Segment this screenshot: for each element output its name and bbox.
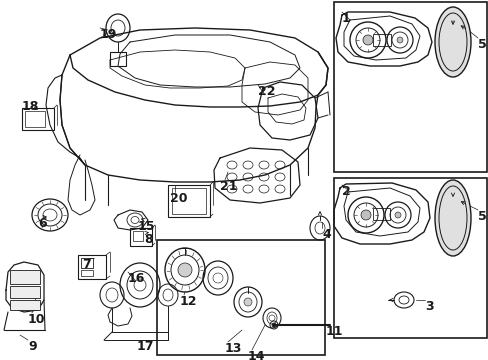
Ellipse shape xyxy=(394,212,400,218)
Bar xyxy=(10,286,40,298)
Bar xyxy=(168,185,209,217)
Bar xyxy=(25,111,45,127)
Bar xyxy=(22,108,54,130)
Bar xyxy=(133,231,142,241)
Ellipse shape xyxy=(178,263,192,277)
Bar xyxy=(372,34,390,46)
Bar xyxy=(130,228,152,246)
Text: 5: 5 xyxy=(477,210,486,223)
Text: 8: 8 xyxy=(143,233,152,246)
Text: 18: 18 xyxy=(22,100,40,113)
Text: 16: 16 xyxy=(128,272,145,285)
Bar xyxy=(10,300,40,310)
Text: 5: 5 xyxy=(477,38,486,51)
Text: 1: 1 xyxy=(341,12,350,25)
Text: 11: 11 xyxy=(325,325,343,338)
Text: 20: 20 xyxy=(170,192,187,205)
Ellipse shape xyxy=(396,37,402,43)
Ellipse shape xyxy=(434,180,470,256)
Bar xyxy=(81,258,93,268)
Text: 14: 14 xyxy=(247,350,265,360)
Text: 7: 7 xyxy=(82,258,91,271)
Bar xyxy=(172,188,205,214)
Text: 9: 9 xyxy=(28,340,37,353)
Bar xyxy=(10,270,40,284)
Bar xyxy=(333,2,486,172)
Bar xyxy=(81,270,93,276)
Bar xyxy=(372,208,389,220)
Ellipse shape xyxy=(434,7,470,77)
Text: 21: 21 xyxy=(220,180,237,193)
Text: 22: 22 xyxy=(258,85,275,98)
Ellipse shape xyxy=(360,210,370,220)
Bar xyxy=(157,240,325,355)
Text: 15: 15 xyxy=(138,220,155,233)
Text: 4: 4 xyxy=(321,228,330,241)
Bar xyxy=(78,255,106,279)
Bar xyxy=(333,178,486,338)
Text: 6: 6 xyxy=(38,217,46,230)
Text: 2: 2 xyxy=(341,185,350,198)
Ellipse shape xyxy=(362,35,372,45)
Bar xyxy=(110,52,126,66)
Text: 12: 12 xyxy=(180,295,197,308)
Text: 13: 13 xyxy=(224,342,242,355)
Ellipse shape xyxy=(271,323,275,327)
Text: 10: 10 xyxy=(28,313,45,326)
Ellipse shape xyxy=(244,298,251,306)
Text: 19: 19 xyxy=(100,28,117,41)
Text: 17: 17 xyxy=(137,340,154,353)
Text: 3: 3 xyxy=(424,300,433,313)
